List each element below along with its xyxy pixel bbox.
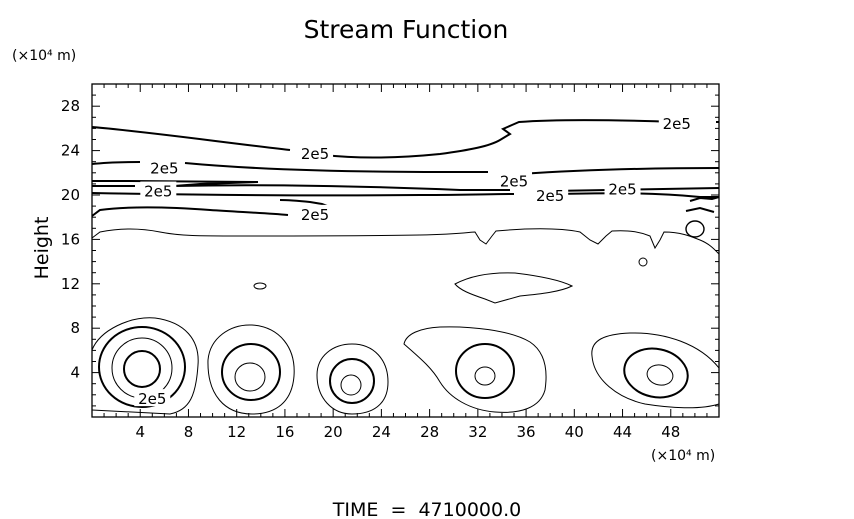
x-tick-label: 32 (468, 423, 487, 441)
contour-line (111, 337, 173, 399)
contour-line (646, 364, 674, 386)
contour-line (98, 326, 186, 408)
contour-label-bg (532, 186, 569, 203)
x-tick-label: 36 (517, 423, 536, 441)
x-axis-unit: (×10⁴ m) (651, 448, 715, 464)
y-tick-label: 24 (61, 142, 80, 160)
x-tick-label: 44 (613, 423, 632, 441)
contour-line (623, 347, 689, 399)
contour-labels: 2e5 2e5 2e5 2e5 2e5 2e5 2e5 2e5 2e5 (134, 113, 695, 408)
contour-line (591, 332, 720, 409)
contour-line (253, 282, 267, 290)
contour-line (685, 196, 720, 213)
y-axis-label: Height (31, 217, 53, 280)
y-tick-label: 8 (70, 319, 80, 337)
x-tick-label: 12 (227, 423, 246, 441)
y-tick-label: 20 (61, 186, 80, 204)
contour-line (221, 343, 281, 401)
y-tick-label: 16 (61, 230, 80, 248)
x-tick-label: 48 (661, 423, 680, 441)
contour-label-bg (297, 143, 334, 161)
footer-time: TIME = 4710000.0 (332, 499, 521, 519)
contour-label-bg (134, 389, 171, 407)
contour-line (454, 272, 574, 304)
x-tick-label: 16 (275, 423, 294, 441)
contour-line (91, 317, 199, 415)
contour-line (455, 343, 515, 399)
contour-line (123, 350, 161, 388)
contour-line (207, 324, 295, 415)
contour-label-bg (146, 158, 183, 176)
y-tick-label: 12 (61, 275, 80, 293)
contour-line (91, 161, 720, 175)
contour-label: 2e5 (301, 206, 329, 224)
x-tick-label: 8 (184, 423, 194, 441)
contour-line (91, 119, 719, 159)
contour-line (234, 362, 266, 392)
contour-label: 2e5 (663, 115, 691, 133)
contour-label-bg (297, 204, 334, 222)
contour-line (340, 374, 362, 396)
contour-label-bg (140, 181, 177, 199)
contour-label: 2e5 (608, 180, 636, 198)
contour-label: 2e5 (144, 183, 172, 201)
contour-label: 2e5 (138, 390, 166, 408)
contour-line (91, 228, 720, 255)
contour-line (638, 257, 648, 267)
contour-line (91, 199, 333, 217)
y-tick-label: 28 (61, 97, 80, 115)
contour-label: 2e5 (301, 145, 329, 163)
contour-label-bg (658, 113, 695, 131)
x-tick-label: 28 (420, 423, 439, 441)
contour-lines (91, 119, 720, 415)
contour-line (316, 343, 389, 415)
x-tick-label: 24 (372, 423, 391, 441)
contour-line (403, 326, 547, 413)
contour-line (685, 220, 705, 238)
contour-label-bg (604, 179, 641, 197)
x-tick-label: 4 (135, 423, 145, 441)
contour-label-bg (496, 171, 533, 189)
contour-line (474, 366, 496, 386)
contour-line (329, 358, 375, 404)
contour-label: 2e5 (536, 187, 564, 205)
x-tick-label: 40 (565, 423, 584, 441)
y-axis-unit: (×10⁴ m) (12, 48, 76, 64)
contour-line (92, 180, 720, 192)
contour-label: 2e5 (500, 173, 528, 191)
y-tick-label: 4 (70, 364, 80, 382)
contour-label: 2e5 (150, 159, 178, 177)
chart-title: Stream Function (304, 15, 509, 44)
x-tick-label: 20 (324, 423, 343, 441)
